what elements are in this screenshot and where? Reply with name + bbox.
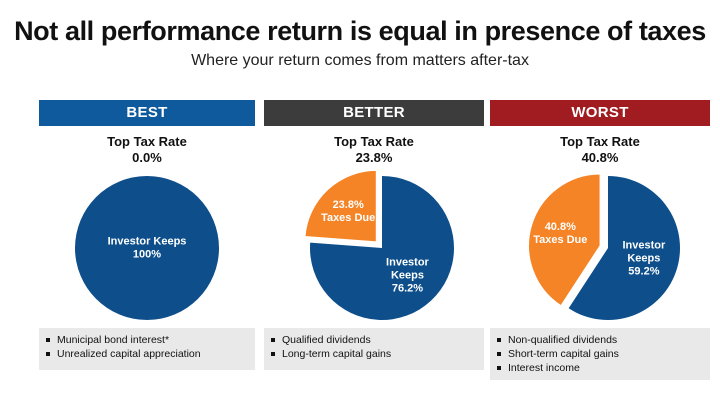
- pie-slice-taxes-due: [527, 172, 602, 308]
- note-item: Interest income: [497, 361, 710, 375]
- data-label: Keeps: [391, 269, 424, 281]
- notes-box: Non-qualified dividends Short-term capit…: [490, 328, 710, 380]
- pie-slice-investor-keeps: [75, 176, 219, 320]
- data-label: Taxes Due: [533, 234, 587, 246]
- data-label: 76.2%: [392, 282, 423, 294]
- top-tax-rate-value: 40.8%: [581, 150, 619, 165]
- notes-box: Municipal bond interest* Unrealized capi…: [39, 328, 255, 370]
- data-label: Investor: [386, 256, 430, 268]
- note-item: Non-qualified dividends: [497, 333, 710, 347]
- top-tax-rate-value: 0.0%: [132, 150, 162, 165]
- note-item: Long-term capital gains: [271, 347, 484, 361]
- pie-slice-investor-keeps: [568, 176, 680, 320]
- note-item: Qualified dividends: [271, 333, 484, 347]
- notes-box: Qualified dividends Long-term capital ga…: [264, 328, 484, 370]
- note-item: Unrealized capital appreciation: [46, 347, 255, 361]
- data-label: 59.2%: [628, 266, 659, 278]
- top-tax-rate-value: 23.8%: [355, 150, 393, 165]
- chart-subtitle: Where your return comes from matters aft…: [191, 52, 529, 69]
- chart-title: Not all performance return is equal in p…: [14, 16, 706, 46]
- data-label: 23.8%: [333, 199, 364, 211]
- panel-worst: WORST Top Tax Rate 40.8% Investor Keeps 59…: [490, 100, 710, 380]
- note-item: Short-term capital gains: [497, 347, 710, 361]
- data-label: 40.8%: [545, 221, 576, 233]
- top-tax-rate-label: Top Tax Rate: [560, 134, 640, 149]
- pie-slice-investor-keeps: [310, 176, 454, 320]
- note-item: Municipal bond interest*: [46, 333, 255, 347]
- panel-header: WORST: [490, 100, 710, 126]
- top-tax-rate-label: Top Tax Rate: [334, 134, 414, 149]
- data-label: Investor Keeps: [108, 235, 187, 247]
- panel-header: BEST: [39, 100, 255, 126]
- data-label: Investor: [622, 240, 666, 252]
- panel-header: BETTER: [264, 100, 484, 126]
- data-label: Keeps: [627, 253, 660, 265]
- pie-slice-taxes-due: [303, 169, 378, 243]
- panel-better: BETTER Top Tax Rate 23.8% Investor Keeps 7…: [264, 100, 484, 380]
- data-label: Taxes Due: [321, 212, 375, 224]
- data-label: 100%: [133, 248, 161, 260]
- panel-best: BEST Top Tax Rate 0.0% Investor Keeps 100…: [39, 100, 255, 380]
- top-tax-rate-label: Top Tax Rate: [107, 134, 187, 149]
